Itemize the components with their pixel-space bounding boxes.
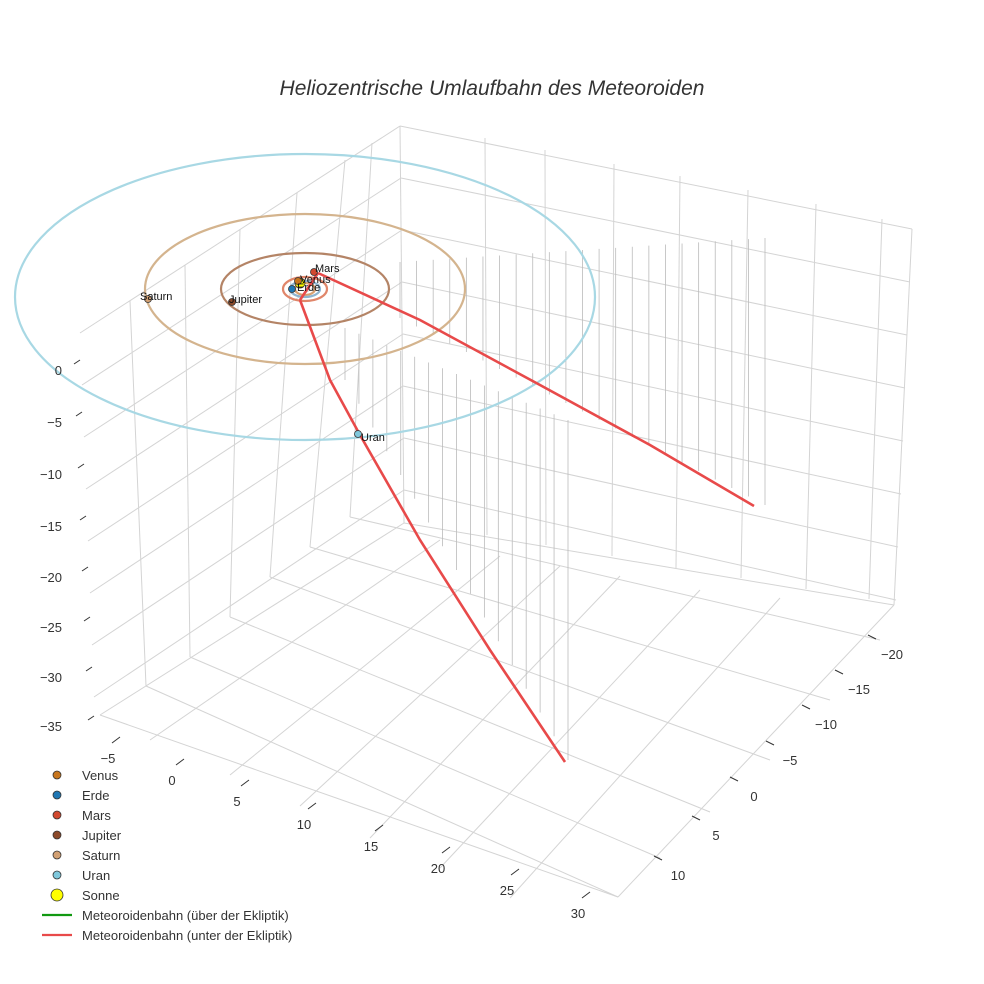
x-tick-mark: [240, 779, 250, 787]
x-tick-label: 10: [297, 817, 311, 832]
legend-label: Uran: [82, 868, 110, 883]
legend-marker: [52, 850, 62, 860]
y-tick-label: −10: [815, 717, 837, 732]
planet-venus-label: Venus: [300, 274, 331, 286]
y-tick-label: −20: [881, 647, 903, 662]
y-tick-mark: [834, 669, 844, 675]
planet-saturn-marker: [144, 295, 152, 303]
meteoroid-path-below-2: [298, 299, 567, 763]
y-tick-mark: [867, 634, 877, 640]
y-tick-mark: [765, 740, 775, 746]
y-tick-label: −15: [848, 682, 870, 697]
orbit-saturn: [143, 212, 467, 366]
y-tick-mark: [653, 855, 663, 861]
planet-jupiter-marker: [228, 298, 236, 306]
meteoroid-perihelion-segment: [298, 272, 320, 301]
legend-label: Sonne: [82, 888, 120, 903]
planet-orbits: [13, 152, 597, 442]
back-wall-grid: [79, 125, 913, 899]
chart-title: Heliozentrische Umlaufbahn des Meteoroid…: [280, 77, 705, 100]
legend-marker: [52, 830, 62, 840]
legend-marker: [52, 790, 62, 800]
z-tick-mark: [85, 666, 93, 672]
x-tick-label: 0: [168, 773, 175, 788]
z-tick-mark: [87, 715, 95, 721]
orbit-uran: [13, 152, 597, 442]
z-tick-label: −20: [40, 570, 62, 585]
planet-saturn-label: Saturn: [140, 291, 172, 303]
x-tick-label: 30: [571, 906, 585, 921]
x-tick-mark: [374, 824, 384, 832]
trajectory-drop-lines: [344, 238, 766, 760]
z-tick-mark: [79, 515, 87, 521]
x-tick-mark: [111, 736, 121, 744]
z-tick-label: −30: [40, 670, 62, 685]
x-tick-mark: [441, 846, 451, 854]
legend-label: Erde: [82, 788, 109, 803]
x-tick-mark: [581, 891, 591, 899]
x-tick-mark: [307, 802, 317, 810]
z-tick-mark: [75, 411, 83, 417]
z-tick-label: −10: [40, 467, 62, 482]
planet-mars-marker: [310, 268, 318, 276]
z-tick-mark: [77, 463, 85, 469]
z-tick-label: −25: [40, 620, 62, 635]
z-tick-label: −35: [40, 719, 62, 734]
z-tick-label: −5: [47, 415, 62, 430]
y-tick-mark: [729, 776, 739, 782]
x-tick-label: 20: [431, 861, 445, 876]
planet-mars-label: Mars: [315, 263, 340, 275]
legend-label: Meteoroidenbahn (unter der Ekliptik): [82, 928, 292, 943]
legend-label: Mars: [82, 808, 111, 823]
y-tick-label: 0: [750, 789, 757, 804]
planet-venus-marker: [294, 277, 302, 285]
planet-jupiter-label: Jupiter: [229, 294, 262, 306]
z-tick-mark: [73, 359, 81, 365]
y-tick-label: −5: [783, 753, 798, 768]
z-tick-label: 0: [55, 363, 62, 378]
y-tick-mark: [801, 704, 811, 710]
y-tick-label: 5: [712, 828, 719, 843]
z-tick-mark: [83, 616, 91, 622]
legend-label: Venus: [82, 768, 119, 783]
orbit-mars: [281, 275, 329, 303]
x-tick-mark: [175, 758, 185, 766]
meteoroid-path-below-1: [317, 271, 755, 508]
x-tick-label: 25: [500, 883, 514, 898]
legend-marker: [50, 888, 64, 902]
z-tick-label: −15: [40, 519, 62, 534]
legend: Venus Erde Mars Jupiter Saturn Uran Sonne Meteo…: [42, 768, 292, 943]
x-tick-mark: [510, 868, 520, 876]
legend-label: Jupiter: [82, 828, 122, 843]
planet-uran-marker: [354, 430, 362, 438]
z-tick-mark: [81, 566, 89, 572]
x-tick-label: −5: [101, 751, 116, 766]
legend-marker: [52, 810, 62, 820]
orbit-jupiter: [219, 251, 391, 327]
planet-erde-marker: [288, 285, 296, 293]
legend-label: Saturn: [82, 848, 120, 863]
x-tick-label: 15: [364, 839, 378, 854]
y-tick-label: 10: [671, 868, 685, 883]
planet-uran-label: Uran: [361, 432, 385, 444]
planet-erde-label: Erde: [297, 282, 320, 294]
axis-ticks: 0 −5 −10 −15 −20 −25 −30 −35 −5 0 5 10 15 20 25 30 −20 −1…: [40, 359, 903, 921]
legend-marker: [52, 870, 62, 880]
meteoroid-trajectory: [298, 271, 755, 763]
legend-marker: [52, 770, 62, 780]
legend-label: Meteoroidenbahn (über der Ekliptik): [82, 908, 289, 923]
y-tick-mark: [691, 815, 701, 821]
x-tick-label: 5: [233, 794, 240, 809]
